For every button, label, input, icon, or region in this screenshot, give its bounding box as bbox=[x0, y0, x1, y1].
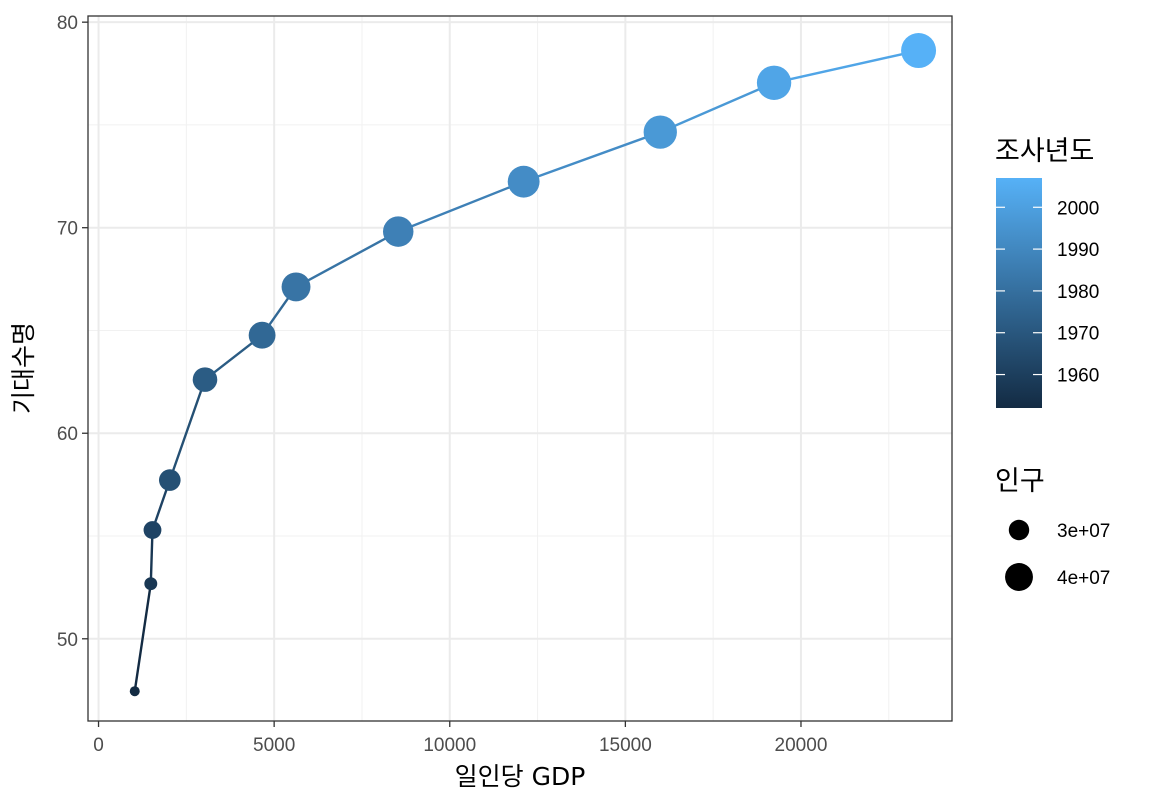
data-points-layer bbox=[129, 33, 937, 697]
y-tick-label: 70 bbox=[57, 219, 78, 240]
series-line-segment bbox=[659, 81, 776, 134]
size-legend-key bbox=[1005, 563, 1033, 591]
colorbar-label: 1970 bbox=[1057, 324, 1099, 345]
x-tick-label: 0 bbox=[93, 735, 104, 756]
y-axis-title: 기대수명 bbox=[9, 322, 38, 414]
x-tick-label: 20000 bbox=[775, 735, 828, 756]
colorbar-ticks: 1960 1970 1980 1990 2000 bbox=[996, 198, 1099, 387]
colorbar bbox=[996, 178, 1042, 408]
size-legend-label: 3e+07 bbox=[1057, 521, 1110, 542]
series-line-segment bbox=[772, 49, 920, 85]
data-point bbox=[144, 577, 158, 591]
y-tick-label: 80 bbox=[57, 13, 78, 34]
size-legend-title: 인구 bbox=[995, 466, 1045, 497]
colorbar-label: 1980 bbox=[1057, 282, 1099, 303]
data-point bbox=[281, 272, 311, 302]
data-point bbox=[643, 115, 677, 149]
data-point bbox=[192, 367, 218, 392]
data-point bbox=[248, 321, 276, 349]
series-line-segment bbox=[522, 130, 662, 183]
color-legend-title: 조사년도 bbox=[995, 136, 1094, 167]
x-tick-label: 5000 bbox=[253, 735, 295, 756]
data-point bbox=[507, 165, 540, 198]
size-legend-label: 4e+07 bbox=[1057, 568, 1110, 589]
data-point bbox=[383, 216, 414, 247]
size-legend-keys: 3e+07 4e+07 bbox=[1005, 519, 1110, 591]
data-point bbox=[129, 686, 140, 697]
colorbar-label: 1960 bbox=[1057, 366, 1099, 387]
data-point bbox=[901, 33, 937, 69]
y-tick-label: 60 bbox=[57, 424, 78, 445]
series-line-segment bbox=[168, 378, 207, 482]
series-line-segment bbox=[149, 528, 154, 585]
colorbar-label: 1990 bbox=[1057, 240, 1099, 261]
grid-lines bbox=[88, 16, 952, 721]
size-legend-key bbox=[1008, 519, 1030, 541]
colorbar-label: 2000 bbox=[1057, 198, 1099, 219]
series-line-segment bbox=[294, 230, 400, 289]
x-tick-label: 10000 bbox=[423, 735, 476, 756]
series-line-segment bbox=[133, 582, 152, 693]
series-line-segment bbox=[397, 180, 525, 233]
y-tick-label: 50 bbox=[57, 630, 78, 651]
x-tick-label: 15000 bbox=[599, 735, 652, 756]
data-point bbox=[158, 469, 181, 491]
data-point bbox=[756, 65, 792, 100]
size-legend: 인구 3e+07 4e+07 bbox=[995, 466, 1110, 591]
x-axis: 0 5000 10000 15000 20000 bbox=[93, 721, 827, 756]
plot-panel-border bbox=[87, 15, 953, 722]
y-axis: 50 60 70 80 bbox=[57, 13, 88, 651]
plot-panel-background bbox=[88, 16, 952, 721]
data-point bbox=[143, 521, 162, 539]
x-axis-title: 일인당 GDP bbox=[455, 762, 586, 791]
color-legend: 조사년도 1960 1970 1980 1990 2000 bbox=[995, 136, 1099, 408]
